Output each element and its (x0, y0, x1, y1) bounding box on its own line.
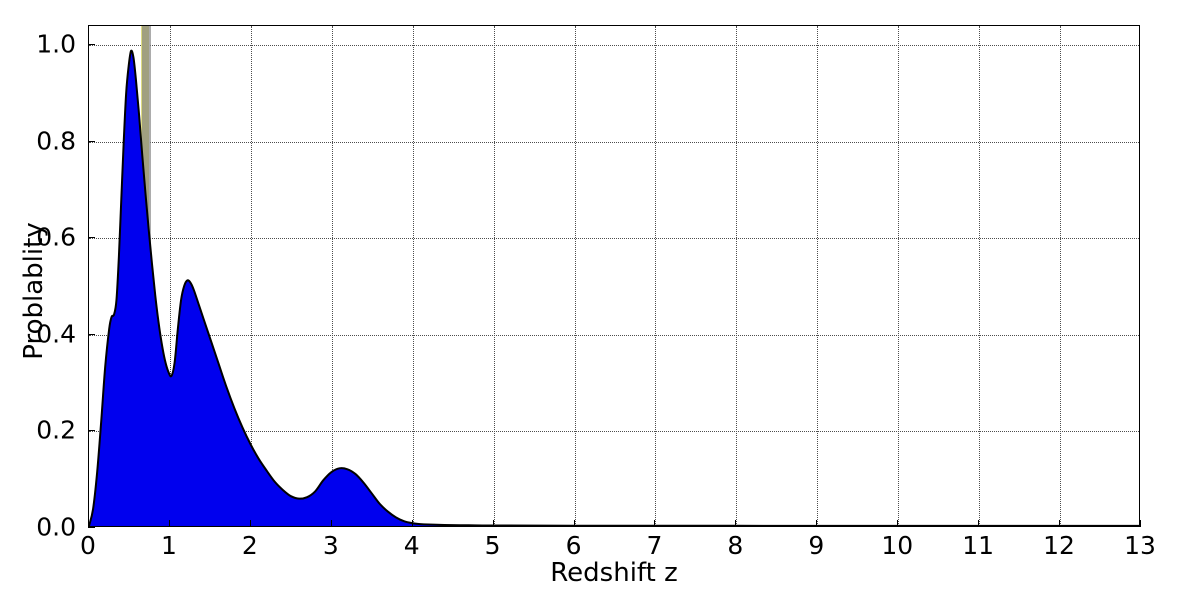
gridline-vertical (169, 26, 171, 526)
y-tick-mark (88, 44, 95, 46)
y-tick-mark (88, 430, 95, 432)
y-tick-mark (88, 333, 95, 335)
gridline-horizontal (89, 431, 1139, 433)
x-tick-mark (573, 520, 575, 527)
y-tick-mark (88, 527, 95, 528)
x-tick-label: 11 (962, 531, 995, 560)
x-axis-label: Redshift z (550, 558, 678, 588)
y-axis-label: Problablity (19, 222, 49, 360)
gridline-vertical (493, 26, 495, 526)
x-tick-mark (249, 520, 251, 527)
x-tick-label: 3 (322, 531, 339, 560)
x-tick-mark (168, 520, 170, 527)
x-tick-mark (330, 520, 332, 527)
curve-outline-path (89, 51, 1139, 526)
gridline-vertical (412, 26, 414, 526)
y-tick-mark (88, 237, 95, 239)
x-tick-label: 9 (808, 531, 825, 560)
x-tick-mark (978, 520, 980, 527)
gridline-horizontal (89, 334, 1139, 336)
x-tick-label: 13 (1124, 531, 1156, 560)
gridline-vertical (817, 26, 819, 526)
y-tick-label: 1.0 (36, 29, 76, 59)
x-tick-mark (411, 520, 413, 527)
x-tick-label: 12 (1043, 531, 1075, 560)
x-tick-mark (654, 520, 656, 527)
gridline-vertical (250, 26, 252, 526)
gridline-horizontal (89, 238, 1139, 240)
gridline-horizontal (89, 45, 1139, 47)
x-tick-label: 1 (160, 531, 177, 560)
y-tick-label: 0.4 (36, 319, 76, 349)
curve-fill-path (89, 50, 1139, 526)
x-tick-mark (1140, 520, 1141, 527)
gridline-vertical (979, 26, 981, 526)
x-tick-mark (816, 520, 818, 527)
y-tick-mark (88, 140, 95, 142)
y-tick-label: 0.6 (36, 222, 76, 252)
gridline-vertical (331, 26, 333, 526)
gridline-vertical (736, 26, 738, 526)
y-tick-label: 0.2 (36, 415, 76, 445)
x-tick-label: 8 (727, 531, 744, 560)
x-tick-label: 10 (881, 531, 914, 560)
x-tick-mark (88, 520, 89, 527)
y-tick-label: 0.0 (36, 512, 76, 542)
x-tick-mark (735, 520, 737, 527)
gridline-vertical (655, 26, 657, 526)
x-tick-mark (897, 520, 899, 527)
x-tick-mark (1059, 520, 1061, 527)
x-tick-mark (492, 520, 494, 527)
y-tick-label: 0.8 (36, 126, 76, 156)
x-tick-label: 7 (646, 531, 663, 560)
x-tick-label: 2 (241, 531, 258, 560)
x-tick-label: 0 (80, 531, 96, 560)
gridline-vertical (574, 26, 576, 526)
gridline-horizontal (89, 141, 1139, 143)
x-tick-label: 6 (565, 531, 582, 560)
gridline-vertical (898, 26, 900, 526)
x-tick-label: 4 (403, 531, 420, 560)
probability-curve (89, 26, 1139, 526)
x-tick-label: 5 (484, 531, 501, 560)
plot-area (88, 25, 1140, 527)
gridline-vertical (1060, 26, 1062, 526)
